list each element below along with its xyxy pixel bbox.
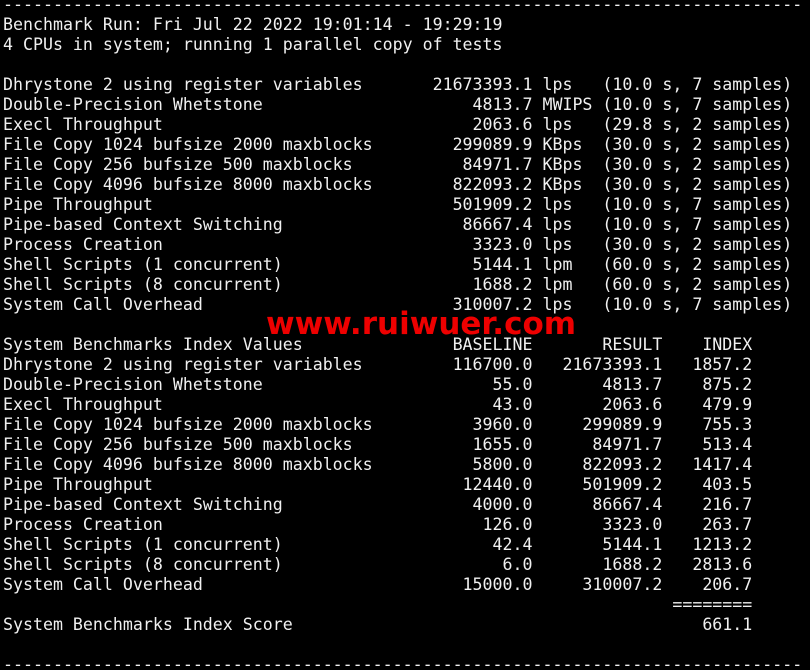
- separator-top: ----------------------------------------…: [3, 0, 803, 14]
- index-row: Shell Scripts (8 concurrent) 6.0 1688.2 …: [3, 555, 753, 574]
- index-row: System Call Overhead 15000.0 310007.2 20…: [3, 575, 753, 594]
- separator-bottom: ----------------------------------------…: [3, 655, 803, 670]
- index-row: Pipe Throughput 12440.0 501909.2 403.5: [3, 475, 753, 494]
- watermark: www.ruiwuer.com: [266, 306, 577, 342]
- result-row: Shell Scripts (1 concurrent) 5144.1 lpm …: [3, 255, 793, 274]
- result-row: Dhrystone 2 using register variables 216…: [3, 75, 793, 94]
- index-table: Dhrystone 2 using register variables 116…: [3, 355, 802, 595]
- index-row: Process Creation 126.0 3323.0 263.7: [3, 515, 753, 534]
- index-row: Shell Scripts (1 concurrent) 42.4 5144.1…: [3, 535, 753, 554]
- index-score-line: System Benchmarks Index Score 661.1: [3, 615, 753, 634]
- result-row: File Copy 4096 bufsize 8000 maxblocks 82…: [3, 175, 793, 194]
- index-row: File Copy 1024 bufsize 2000 maxblocks 39…: [3, 415, 753, 434]
- blank-line: [3, 635, 802, 655]
- index-row: Pipe-based Context Switching 4000.0 8666…: [3, 495, 753, 514]
- result-row: File Copy 1024 bufsize 2000 maxblocks 29…: [3, 135, 793, 154]
- result-row: Double-Precision Whetstone 4813.7 MWIPS …: [3, 95, 793, 114]
- index-row: Dhrystone 2 using register variables 116…: [3, 355, 753, 374]
- index-row: File Copy 4096 bufsize 8000 maxblocks 58…: [3, 455, 753, 474]
- terminal-output: ----------------------------------------…: [3, 0, 802, 670]
- results-table: Dhrystone 2 using register variables 216…: [3, 75, 802, 315]
- index-total-separator: ========: [3, 595, 753, 614]
- result-row: System Call Overhead 310007.2 lps (10.0 …: [3, 295, 793, 314]
- index-table-header: System Benchmarks Index Values BASELINE …: [3, 335, 753, 354]
- index-row: File Copy 256 bufsize 500 maxblocks 1655…: [3, 435, 753, 454]
- result-row: Process Creation 3323.0 lps (30.0 s, 2 s…: [3, 235, 793, 254]
- result-row: Pipe-based Context Switching 86667.4 lps…: [3, 215, 793, 234]
- benchmark-run-line: Benchmark Run: Fri Jul 22 2022 19:01:14 …: [3, 15, 503, 34]
- blank-line: [3, 55, 802, 75]
- result-row: Execl Throughput 2063.6 lps (29.8 s, 2 s…: [3, 115, 793, 134]
- cpu-info-line: 4 CPUs in system; running 1 parallel cop…: [3, 35, 503, 54]
- result-row: Pipe Throughput 501909.2 lps (10.0 s, 7 …: [3, 195, 793, 214]
- result-row: File Copy 256 bufsize 500 maxblocks 8497…: [3, 155, 793, 174]
- index-row: Execl Throughput 43.0 2063.6 479.9: [3, 395, 753, 414]
- result-row: Shell Scripts (8 concurrent) 1688.2 lpm …: [3, 275, 793, 294]
- index-row: Double-Precision Whetstone 55.0 4813.7 8…: [3, 375, 753, 394]
